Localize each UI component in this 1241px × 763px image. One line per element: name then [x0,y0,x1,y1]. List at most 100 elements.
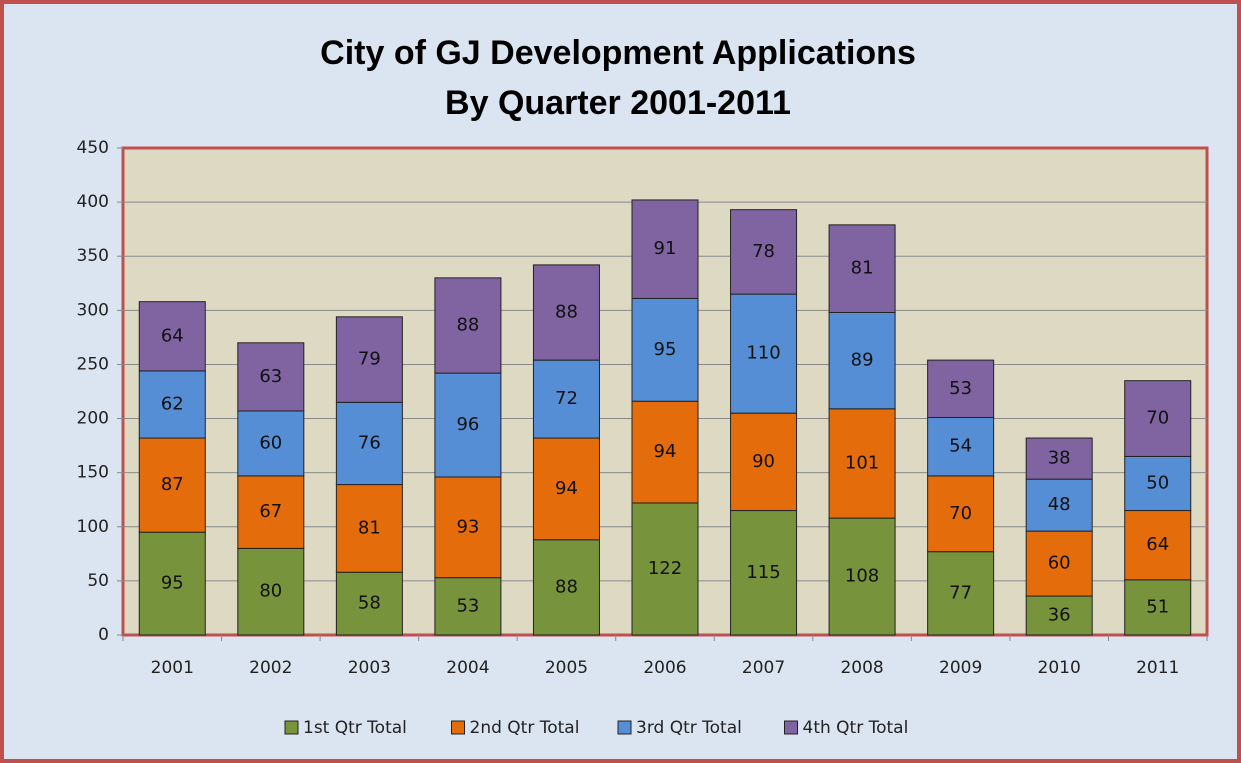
bar-segment [237,342,305,412]
legend-label: 3rd Qtr Total [636,718,742,738]
bar-segment [927,359,995,418]
data-label: 108 [845,566,879,587]
bar-segment [1025,437,1093,480]
x-tick-label: 2003 [348,658,391,678]
y-tick-label: 100 [77,517,109,537]
bar-segment [532,264,600,361]
y-tick-label: 0 [98,625,109,645]
bar-segment [631,199,699,299]
data-label: 110 [746,343,780,364]
data-label: 95 [654,339,677,360]
legend-swatch [617,720,632,735]
data-label: 76 [358,432,381,453]
data-label: 62 [161,393,184,414]
bar-segment [434,372,502,478]
x-tick-label: 2010 [1038,658,1081,678]
y-tick-label: 50 [87,571,109,591]
data-label: 93 [456,516,479,537]
data-label: 50 [1146,472,1169,493]
legend-swatch [284,720,299,735]
legend-swatch [451,720,465,735]
legend-label: 1st Qtr Total [303,718,407,738]
y-tick-label: 350 [77,246,109,266]
bar-segment [532,359,600,439]
bar-segment [138,437,206,533]
data-label: 67 [259,501,282,522]
bar-segment [532,437,600,541]
x-tick-label: 2006 [643,658,686,678]
bar-segment [237,475,305,549]
data-label: 60 [259,432,282,453]
x-tick-label: 2011 [1136,658,1179,678]
data-label: 36 [1048,605,1071,626]
bar-segment [1124,380,1192,457]
chart-title: City of GJ Development Applications [320,34,916,72]
y-tick-label: 300 [77,300,109,320]
bar-segment [434,476,502,579]
bar-segment [237,410,305,477]
bar-segment [631,400,699,504]
bar-segment [828,517,896,636]
x-tick-label: 2007 [742,658,785,678]
bar-segment [335,401,403,486]
data-label: 88 [456,314,479,335]
bar-segment [828,311,896,410]
y-tick-label: 400 [77,192,109,212]
bar-segment [828,224,896,313]
y-tick-label: 200 [77,409,109,429]
data-label: 77 [949,582,972,603]
data-label: 96 [456,414,479,435]
data-label: 60 [1048,553,1071,574]
bar-segment [532,539,600,636]
data-label: 88 [555,576,578,597]
bar-segment [138,370,206,439]
bar-segment [828,408,896,519]
bar-segment [138,301,206,372]
x-tick-label: 2008 [840,658,883,678]
bar-segment [1124,510,1192,581]
bar-segment [335,316,403,403]
data-label: 101 [845,452,879,473]
data-label: 51 [1146,596,1169,617]
bar-segment [1124,579,1192,636]
data-label: 81 [851,258,874,279]
data-label: 94 [555,478,578,499]
y-tick-label: 450 [77,138,109,158]
bar-segment [237,547,305,636]
data-label: 115 [746,562,780,583]
data-label: 89 [851,350,874,371]
bar-segment [927,475,995,553]
data-label: 64 [1146,534,1169,555]
bar-segment [434,277,502,374]
bar-segment [335,571,403,636]
data-label: 70 [1146,408,1169,429]
data-label: 79 [358,349,381,370]
x-tick-label: 2001 [151,658,194,678]
legend-label: 4th Qtr Total [803,718,909,738]
bar-segment [1124,455,1192,512]
data-label: 58 [358,593,381,614]
bar-segment [730,293,798,414]
bar-segment [730,510,798,636]
data-label: 88 [555,301,578,322]
x-tick-label: 2004 [446,658,489,678]
data-label: 81 [358,517,381,538]
data-label: 72 [555,388,578,409]
legend-swatch [784,720,798,735]
y-tick-label: 250 [77,354,109,374]
data-label: 48 [1048,494,1071,515]
x-tick-label: 2009 [939,658,982,678]
data-label: 70 [949,503,972,524]
legend-label: 2nd Qtr Total [470,718,580,738]
data-label: 53 [949,378,972,399]
data-label: 78 [752,241,775,262]
data-label: 53 [456,595,479,616]
bar-segment [335,484,403,573]
x-tick-label: 2002 [249,658,292,678]
bar-segment [434,577,502,636]
data-label: 122 [648,558,682,579]
bar-segment [730,209,798,295]
y-tick-label: 150 [77,463,109,483]
x-tick-label: 2005 [545,658,588,678]
